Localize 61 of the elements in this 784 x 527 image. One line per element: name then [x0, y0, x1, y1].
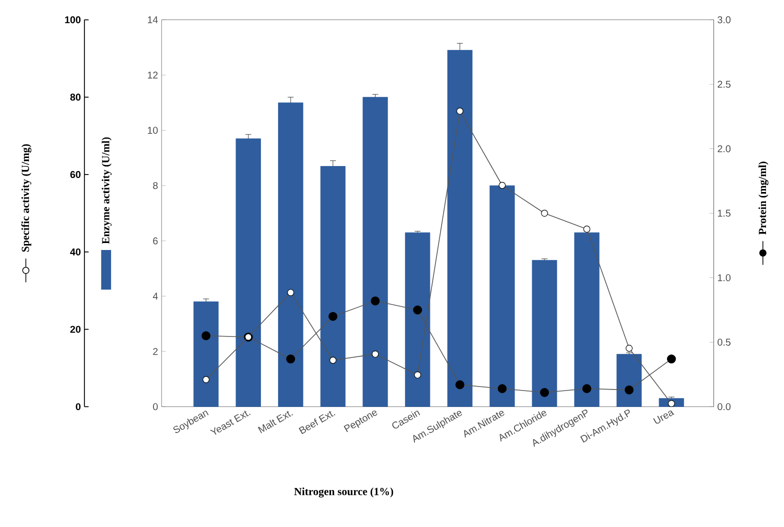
y-tick-label: 10 [148, 126, 158, 134]
bar [236, 138, 261, 407]
point [540, 388, 549, 397]
x-tick-label: Urea [653, 410, 674, 424]
y-tick-label: 0 [153, 402, 158, 410]
y-tick-label: 4 [152, 292, 158, 300]
point [582, 384, 592, 393]
bar [193, 301, 219, 407]
point [328, 312, 338, 321]
bar [278, 102, 304, 407]
point [372, 350, 379, 358]
bar [362, 96, 388, 407]
point [370, 296, 380, 306]
x-tick-label: Yeast Ext. [210, 410, 251, 435]
y-axis-title: Enzyme activity (U/ml) [102, 137, 112, 244]
x-axis-title: Nitrogen source (1%) [294, 487, 394, 498]
bar [447, 50, 472, 407]
bar [490, 185, 515, 407]
point [287, 288, 294, 296]
bar [320, 166, 346, 407]
point [455, 380, 464, 390]
point [329, 356, 336, 364]
point [583, 225, 590, 232]
point [498, 384, 507, 393]
y-tick-label: 8 [153, 182, 158, 189]
y3-tick-label: 20 [70, 326, 81, 333]
y2-tick-label: 1.0 [718, 274, 731, 281]
y3-tick-label: 100 [65, 16, 81, 24]
point [456, 107, 464, 114]
y2-tick-label: 2.0 [718, 145, 731, 152]
y2-axis-title: Protein (mg/ml) [758, 161, 768, 234]
y2-tick-label: 1.5 [718, 210, 731, 216]
point [286, 354, 296, 364]
bar [616, 354, 642, 407]
bar [532, 260, 558, 407]
point [202, 376, 210, 383]
y3-tick-label: 60 [70, 170, 81, 178]
point [626, 344, 633, 352]
point [414, 371, 422, 378]
y3-axis-title: Specific activity (U/mg) [21, 144, 32, 252]
point [624, 385, 634, 394]
point [413, 305, 422, 314]
point [202, 331, 210, 340]
y3-tick-label: 0 [76, 402, 81, 410]
y2-tick-label: 0.0 [718, 402, 731, 410]
bar [574, 232, 600, 407]
x-tick-label: Malt Ext. [258, 410, 293, 434]
y2-tick-label: 0.5 [718, 338, 731, 346]
y3-tick-label: 40 [70, 248, 81, 256]
bar [405, 232, 430, 407]
y-tick-label: 2 [153, 348, 158, 355]
y-tick-label: 12 [148, 71, 158, 78]
y-tick-label: 14 [148, 16, 158, 23]
y2-tick-label: 2.5 [718, 80, 731, 88]
x-tick-label: Beef Ext. [298, 410, 336, 434]
y2-tick-label: 3.0 [718, 16, 731, 24]
point [666, 354, 676, 364]
point [541, 210, 548, 216]
y3-tick-label: 80 [70, 93, 81, 100]
y-tick-label: 6 [153, 237, 158, 244]
point [498, 182, 506, 189]
